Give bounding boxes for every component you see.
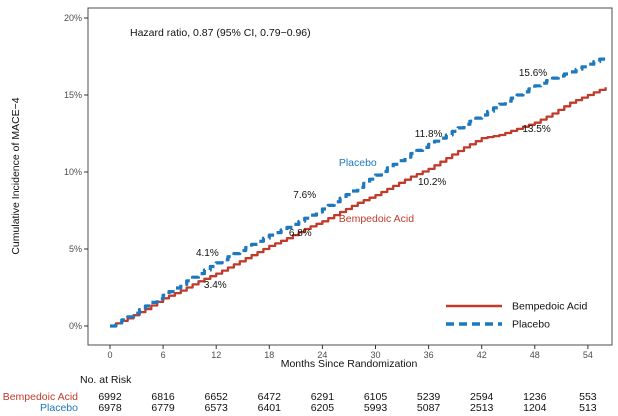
risk-value: 6992 — [98, 391, 122, 403]
risk-value: 6652 — [205, 391, 229, 403]
y-tick-label: 10% — [64, 167, 82, 177]
risk-row-label-placebo: Placebo — [40, 402, 78, 414]
y-axis-title: Cumulative Incidence of MACE−4 — [10, 97, 22, 255]
risk-value: 1236 — [523, 391, 547, 403]
point-annotation: 7.6% — [293, 190, 316, 201]
point-annotation: 4.1% — [196, 248, 219, 259]
risk-value: 1204 — [523, 402, 547, 414]
risk-value: 6472 — [258, 391, 282, 403]
y-tick-label: 20% — [64, 13, 82, 23]
x-tick-label: 42 — [477, 350, 487, 360]
x-tick-label: 18 — [264, 350, 274, 360]
series-curve-placebo — [110, 56, 608, 328]
risk-value: 6291 — [311, 391, 335, 403]
risk-row-label-bempedoic-acid: Bempedoic Acid — [3, 391, 78, 403]
point-annotation: 15.6% — [519, 68, 547, 79]
point-annotation: 10.2% — [418, 177, 446, 188]
y-tick-label: 5% — [69, 244, 82, 254]
point-annotation: 6.8% — [289, 228, 312, 239]
risk-value: 2513 — [470, 402, 494, 414]
risk-value: 2594 — [470, 391, 494, 403]
x-tick-label: 36 — [424, 350, 434, 360]
x-tick-label: 48 — [530, 350, 540, 360]
x-tick-label: 0 — [107, 350, 112, 360]
risk-value: 6401 — [258, 402, 282, 414]
x-tick-label: 54 — [583, 350, 593, 360]
x-tick-label: 12 — [211, 350, 221, 360]
y-tick-label: 15% — [64, 90, 82, 100]
point-annotation: 11.8% — [415, 129, 443, 140]
risk-value: 6978 — [98, 402, 122, 414]
risk-value: 5993 — [364, 402, 388, 414]
risk-value: 553 — [579, 391, 597, 403]
legend-label-bempedoic-acid: Bempedoic Acid — [512, 301, 587, 313]
risk-value: 6105 — [364, 391, 388, 403]
legend-label-placebo: Placebo — [512, 319, 550, 331]
risk-value: 513 — [579, 402, 597, 414]
risk-value: 5087 — [417, 402, 441, 414]
x-tick-label: 30 — [370, 350, 380, 360]
risk-value: 6573 — [205, 402, 229, 414]
x-axis-title: Months Since Randomization — [280, 358, 418, 370]
point-annotation: 13.5% — [522, 124, 550, 135]
point-annotation: 3.4% — [204, 280, 227, 291]
risk-value: 6779 — [151, 402, 175, 414]
curve-label-placebo: Placebo — [339, 157, 377, 169]
risk-value: 5239 — [417, 391, 441, 403]
panel-border — [87, 7, 613, 346]
y-tick-label: 0% — [69, 321, 82, 331]
risk-value: 6205 — [311, 402, 335, 414]
x-tick-label: 6 — [161, 350, 166, 360]
hazard-ratio-annotation: Hazard ratio, 0.87 (95% CI, 0.79−0.96) — [130, 27, 311, 39]
risk-value: 6816 — [151, 391, 175, 403]
x-tick-label: 24 — [317, 350, 327, 360]
risk-table-title: No. at Risk — [80, 374, 132, 386]
series-curve-bempedoic-acid — [110, 87, 607, 328]
curve-label-bempedoic-acid: Bempedoic Acid — [339, 213, 414, 225]
